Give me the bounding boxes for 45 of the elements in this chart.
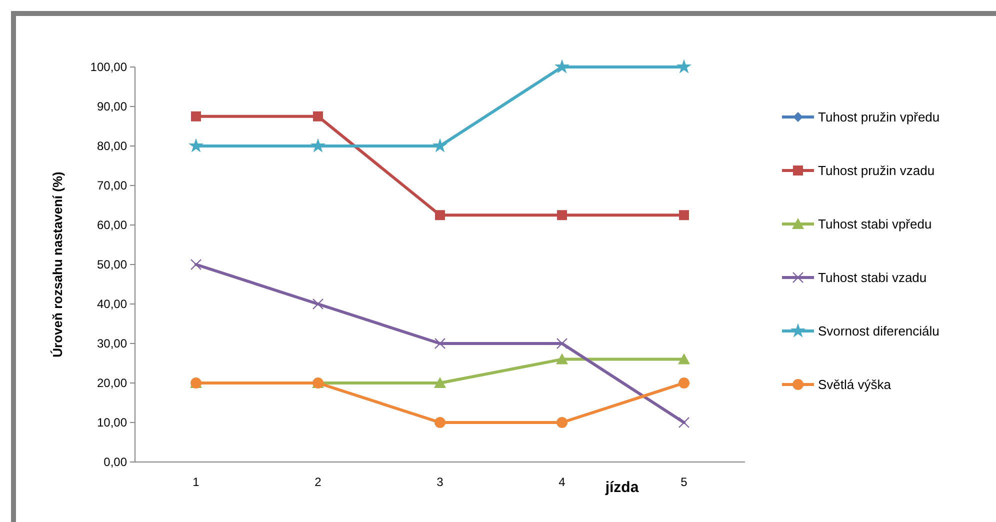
legend-label: Svornost diferenciálu <box>818 324 940 339</box>
point <box>678 353 690 364</box>
y-tick-label: 40,00 <box>96 297 128 312</box>
point <box>190 258 202 270</box>
y-tick-label: 10,00 <box>96 416 128 430</box>
x-tick-label: 5 <box>680 475 688 489</box>
point <box>676 59 692 74</box>
y-tick-label: 0,00 <box>104 455 128 470</box>
x-tick-label: 2 <box>314 475 322 489</box>
point <box>310 138 326 152</box>
legend-label: Světlá výška <box>818 377 892 392</box>
legend-label: Tuhost stabi vpředu <box>818 216 932 232</box>
point <box>679 210 689 220</box>
point <box>188 138 204 152</box>
y-tick-label: 60,00 <box>96 218 128 232</box>
point <box>678 416 690 428</box>
x-axis-title: jízda <box>604 479 640 496</box>
x-tick-label: 4 <box>558 475 566 489</box>
y-tick-label: 30,00 <box>96 336 128 351</box>
point <box>313 111 323 122</box>
point <box>434 338 446 350</box>
point <box>435 210 445 220</box>
point <box>678 378 690 388</box>
x-tick-label: 3 <box>436 475 444 489</box>
y-tick-label: 100,00 <box>90 60 128 74</box>
y-tick-label: 90,00 <box>96 100 128 114</box>
point <box>434 377 446 388</box>
x-tick-label: 1 <box>192 475 200 489</box>
point <box>432 138 448 152</box>
point <box>556 353 568 364</box>
point <box>191 111 201 122</box>
legend-label: Tuhost stabi vzadu <box>818 270 927 286</box>
y-tick-label: 50,00 <box>96 258 128 272</box>
y-axis-title: Úroveň rozsahu nastavení (%) <box>50 172 65 358</box>
point <box>434 417 446 428</box>
y-tick-label: 80,00 <box>96 139 128 154</box>
y-tick-label: 70,00 <box>96 178 128 193</box>
point <box>554 59 570 74</box>
point <box>556 338 568 350</box>
point <box>312 298 324 310</box>
point <box>557 210 567 220</box>
legend-label: Tuhost pružin vzadu <box>818 163 935 178</box>
point <box>556 417 568 428</box>
legend-label: Tuhost pružin vpředu <box>818 110 940 125</box>
y-tick-label: 20,00 <box>96 376 128 390</box>
